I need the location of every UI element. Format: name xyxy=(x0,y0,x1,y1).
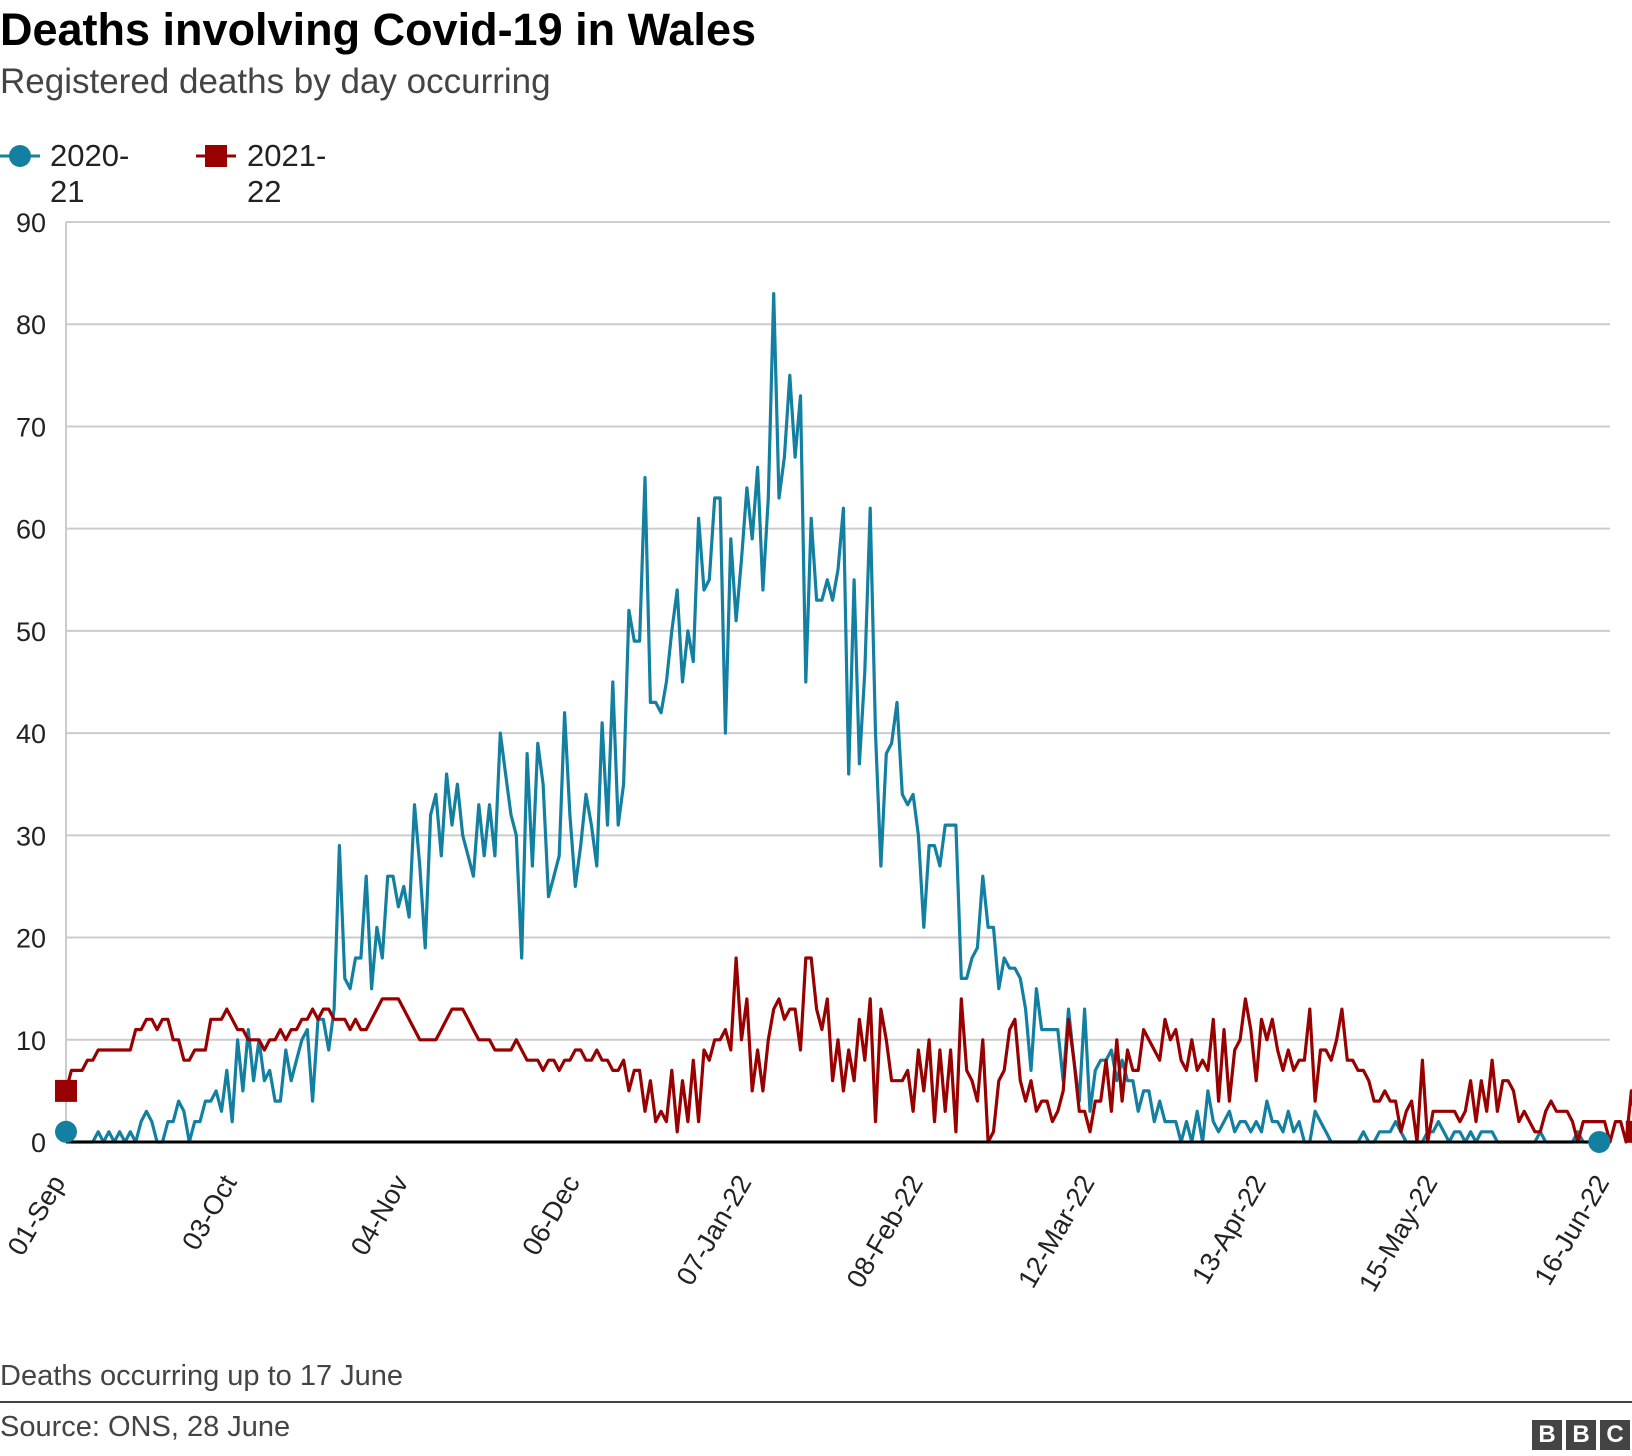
legend-markers xyxy=(0,145,236,167)
x-tick-label-04-Nov: 04-Nov xyxy=(345,1170,415,1261)
chart-title: Deaths involving Covid-19 in Wales xyxy=(0,4,756,55)
end-marker-2021-22-start xyxy=(55,1079,77,1102)
y-tick-label-50: 50 xyxy=(16,617,46,647)
legend-marker-2021-22 xyxy=(196,145,236,167)
y-tick-label-0: 0 xyxy=(31,1128,46,1158)
chart-source: Source: ONS, 28 June xyxy=(0,1411,291,1443)
x-axis-ticks: 01-Sep 03-Oct 04-Nov 06-Dec 07-Jan-22 08-Feb-… xyxy=(2,1170,1616,1297)
end-marker-2020-21-start xyxy=(55,1120,77,1143)
x-tick-label-12-Mar-22: 12-Mar-22 xyxy=(1012,1170,1100,1293)
series-lines xyxy=(64,291,1632,1144)
y-axis-ticks: 0 10 20 30 40 50 60 70 80 90 xyxy=(16,208,46,1158)
y-tick-label-90: 90 xyxy=(16,208,46,238)
y-tick-label-30: 30 xyxy=(16,821,46,851)
end-marker-2021-22-end xyxy=(1625,1120,1632,1143)
x-tick-label-03-Oct: 03-Oct xyxy=(176,1170,243,1256)
legend-label-2021-22: 2021-22 xyxy=(247,138,327,209)
series-line-2021-22 xyxy=(64,956,1632,1144)
y-tick-label-20: 20 xyxy=(16,924,46,954)
y-tick-label-40: 40 xyxy=(16,719,46,749)
series-end-markers xyxy=(55,1079,1632,1153)
logo-letter-2: B xyxy=(1566,1420,1596,1450)
x-tick-label-16-Jun-22: 16-Jun-22 xyxy=(1528,1170,1615,1290)
x-tick-label-06-Dec: 06-Dec xyxy=(516,1170,586,1260)
y-tick-label-60: 60 xyxy=(16,515,46,545)
series-line-2020-21 xyxy=(64,291,1600,1144)
x-tick-label-13-Apr-22: 13-Apr-22 xyxy=(1186,1170,1272,1289)
line-chart: 0 10 20 30 40 50 60 70 80 90 01-Sep 03-Oct 04-Nov 06… xyxy=(2,208,1632,1297)
gridlines xyxy=(65,221,1610,1142)
logo-letter-1: B xyxy=(1532,1420,1562,1450)
x-tick-label-08-Feb-22: 08-Feb-22 xyxy=(841,1170,929,1293)
end-marker-2020-21-end xyxy=(1588,1131,1611,1153)
y-tick-label-80: 80 xyxy=(16,310,46,340)
bbc-logo: B B C xyxy=(1532,1420,1630,1450)
x-tick-label-07-Jan-22: 07-Jan-22 xyxy=(671,1170,758,1290)
y-tick-label-70: 70 xyxy=(16,412,46,442)
legend-label-2020-21: 2020-21 xyxy=(50,138,130,209)
chart-note: Deaths occurring up to 17 June xyxy=(0,1360,404,1392)
x-tick-label-01-Sep: 01-Sep xyxy=(2,1170,72,1260)
footer-divider xyxy=(0,1401,1632,1403)
x-tick-label-15-May-22: 15-May-22 xyxy=(1353,1170,1444,1297)
y-tick-label-10: 10 xyxy=(16,1026,46,1056)
legend-marker-2020-21 xyxy=(0,145,40,167)
chart-subtitle: Registered deaths by day occurring xyxy=(0,62,551,101)
logo-letter-3: C xyxy=(1600,1420,1630,1450)
